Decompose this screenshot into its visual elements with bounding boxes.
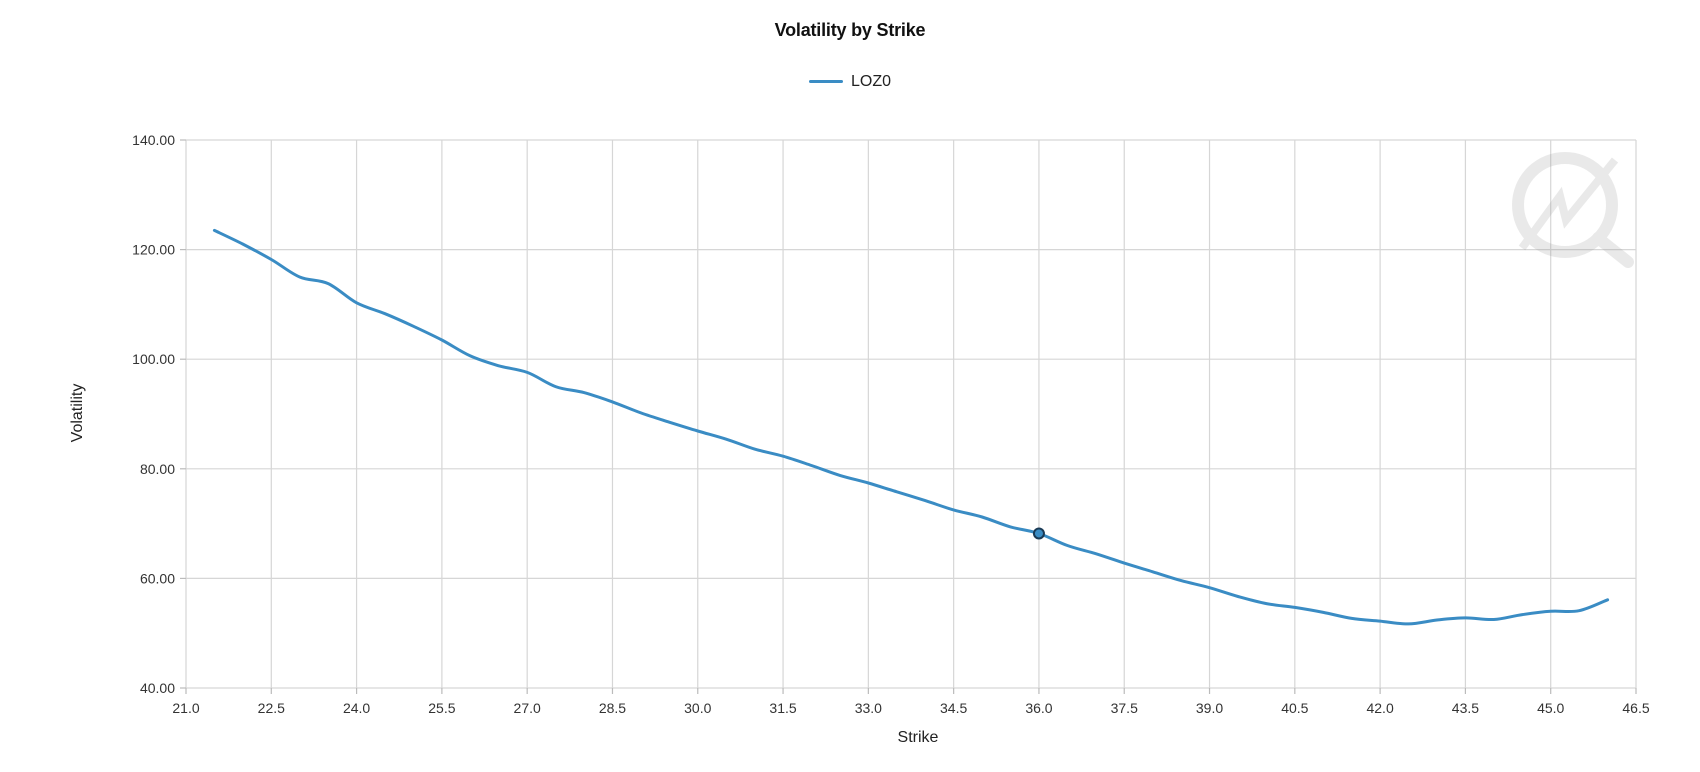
series-line-loz0[interactable] xyxy=(212,228,1610,626)
x-tick-label: 43.5 xyxy=(1452,700,1479,716)
y-tick-label: 80.00 xyxy=(140,461,175,477)
x-tick-label: 28.5 xyxy=(599,700,626,716)
gridlines xyxy=(185,139,1637,689)
legend-item-loz0[interactable]: LOZ0 xyxy=(808,72,891,91)
legend-label: LOZ0 xyxy=(850,72,891,90)
x-tick-label: 33.0 xyxy=(855,700,882,716)
x-tick-label: 45.0 xyxy=(1537,700,1564,716)
x-tick-label: 22.5 xyxy=(258,700,285,716)
x-tick-label: 46.5 xyxy=(1622,700,1649,716)
x-tick-label: 25.5 xyxy=(428,700,455,716)
legend: LOZ0 xyxy=(0,70,1700,91)
highlighted-data-point[interactable] xyxy=(1032,527,1045,540)
y-tick-label: 100.00 xyxy=(132,351,175,367)
x-tick-label: 37.5 xyxy=(1111,700,1138,716)
y-tick-label: 40.00 xyxy=(140,680,175,696)
x-tick-label: 42.0 xyxy=(1366,700,1393,716)
chart-title: Volatility by Strike xyxy=(774,20,926,40)
series-layer xyxy=(212,228,1610,626)
x-tick-label: 24.0 xyxy=(343,700,370,716)
y-tick-label: 60.00 xyxy=(140,570,175,586)
axis-ticks: 21.0 22.5 24.0 25.5 27.0 28.5 30.0 31.5 33.0 34.5… xyxy=(132,132,1650,716)
x-tick-label: 40.5 xyxy=(1281,700,1308,716)
x-tick-label: 31.5 xyxy=(769,700,796,716)
x-tick-label: 21.0 xyxy=(172,700,199,716)
y-tick-label: 120.00 xyxy=(132,242,175,258)
x-tick-label: 39.0 xyxy=(1196,700,1223,716)
x-tick-label: 36.0 xyxy=(1025,700,1052,716)
x-tick-label: 30.0 xyxy=(684,700,711,716)
legend-swatch xyxy=(808,80,843,83)
x-axis-title: Strike xyxy=(898,729,939,746)
y-axis-title: Volatility xyxy=(69,384,86,443)
watermark-logo xyxy=(1512,152,1634,268)
x-tick-label: 34.5 xyxy=(940,700,967,716)
x-tick-label: 27.0 xyxy=(514,700,541,716)
y-tick-label: 140.00 xyxy=(132,132,175,148)
